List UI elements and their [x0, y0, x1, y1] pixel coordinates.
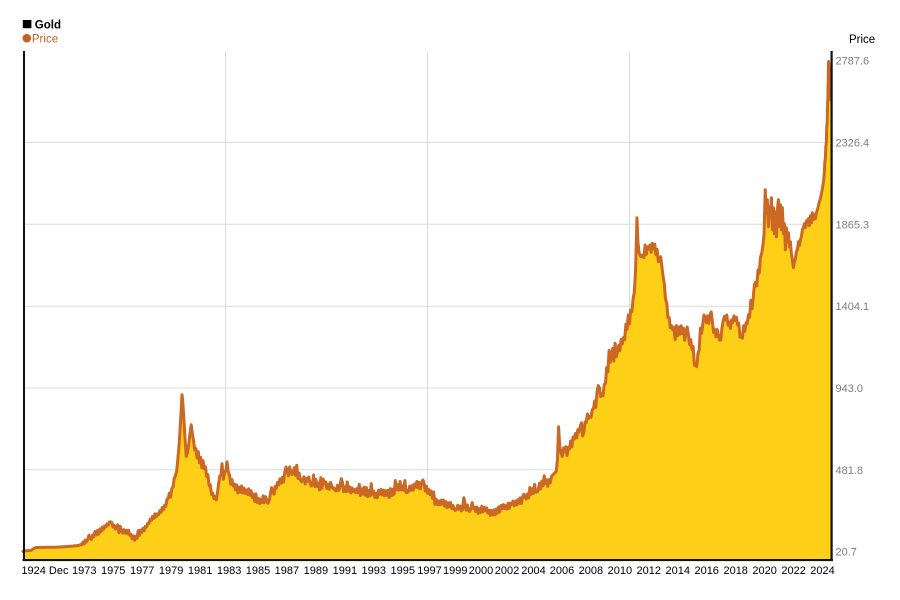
svg-text:Gold: Gold: [35, 20, 61, 32]
svg-text:2024: 2024: [810, 565, 834, 577]
svg-text:2012: 2012: [637, 565, 661, 577]
svg-text:2002: 2002: [495, 565, 519, 577]
svg-text:20.7: 20.7: [836, 547, 857, 559]
svg-text:2018: 2018: [723, 565, 747, 577]
svg-text:1991: 1991: [333, 565, 357, 577]
svg-text:2016: 2016: [694, 565, 718, 577]
svg-text:2020: 2020: [752, 565, 776, 577]
svg-text:2326.4: 2326.4: [836, 138, 870, 150]
svg-text:1865.3: 1865.3: [836, 219, 870, 231]
svg-text:1983: 1983: [217, 565, 241, 577]
svg-text:2010: 2010: [608, 565, 632, 577]
svg-text:2787.6: 2787.6: [836, 56, 870, 68]
svg-text:2004: 2004: [521, 565, 545, 577]
svg-text:943.0: 943.0: [836, 383, 864, 395]
svg-text:1975: 1975: [101, 565, 125, 577]
svg-text:1404.1: 1404.1: [836, 301, 870, 313]
svg-text:1979: 1979: [159, 565, 183, 577]
svg-text:1997: 1997: [417, 565, 441, 577]
svg-text:2000: 2000: [469, 565, 493, 577]
svg-text:2014: 2014: [666, 565, 690, 577]
svg-text:2008: 2008: [579, 565, 603, 577]
svg-text:1973: 1973: [72, 565, 96, 577]
svg-text:481.8: 481.8: [836, 465, 864, 477]
svg-text:1981: 1981: [188, 565, 212, 577]
svg-text:1989: 1989: [304, 565, 328, 577]
svg-text:1977: 1977: [130, 565, 154, 577]
svg-text:1987: 1987: [275, 565, 299, 577]
svg-text:Price: Price: [849, 34, 875, 46]
svg-text:1995: 1995: [391, 565, 415, 577]
svg-text:1993: 1993: [362, 565, 386, 577]
svg-text:2006: 2006: [550, 565, 574, 577]
svg-text:1999: 1999: [443, 565, 467, 577]
svg-text:1924 Dec: 1924 Dec: [21, 565, 69, 577]
svg-text:1985: 1985: [246, 565, 270, 577]
svg-text:2022: 2022: [781, 565, 805, 577]
svg-text:Price: Price: [32, 33, 58, 45]
